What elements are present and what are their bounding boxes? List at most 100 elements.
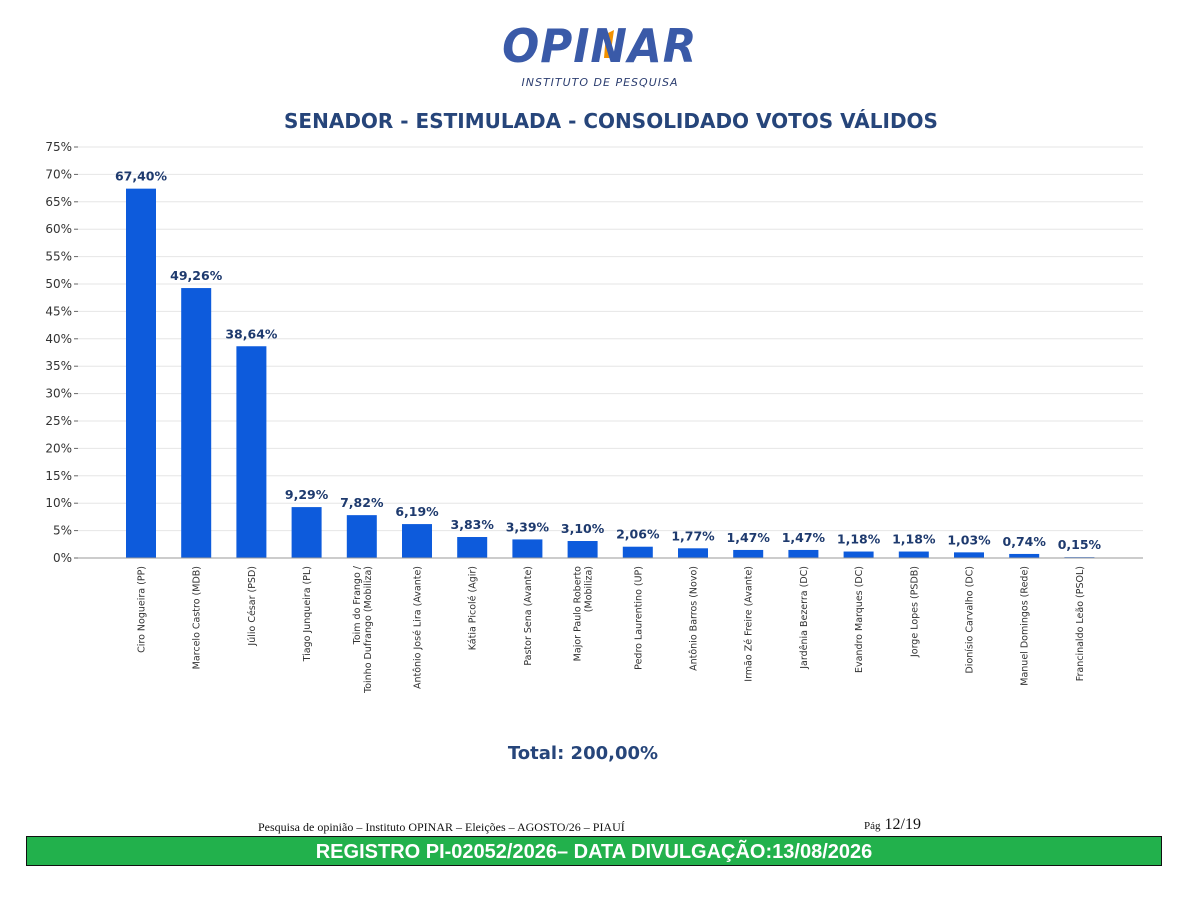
bar-value-label: 1,47% [727, 530, 771, 545]
x-tick-label: Toim do Frango / Toinho Dufrango (Mobiliz… [352, 565, 374, 694]
bar-value-label: 3,83% [451, 517, 495, 532]
x-tick-label-line: (Mobiliza) [584, 566, 595, 612]
x-tick-label: Pedro Laurentino (UP) [633, 566, 644, 670]
bar-value-label: 0,74% [1003, 534, 1047, 549]
y-tick-label: 10% [45, 496, 72, 510]
bar [843, 551, 874, 558]
x-tick-label-line: Francinaldo Leão (PSOL) [1075, 566, 1086, 681]
bar-value-label: 1,77% [671, 528, 715, 543]
page-value: 12/19 [884, 816, 921, 833]
bar-value-label: 49,26% [170, 268, 223, 283]
x-tick-label-line: Pastor Sena (Avante) [523, 566, 534, 666]
y-tick-label: 75% [45, 140, 72, 154]
x-tick-label: Evandro Marques (DC) [854, 566, 865, 673]
x-tick-label: Antônio Barros (Novo) [689, 566, 700, 671]
bar [126, 188, 156, 558]
bar [1009, 553, 1040, 558]
bar [236, 346, 267, 558]
x-tick-label-line: Kátia Picolé (Agir) [468, 566, 479, 650]
registro-banner: REGISTRO PI-02052/2026– DATA DIVULGAÇÃO:… [26, 836, 1162, 866]
x-tick-label-line: Dionísio Carvalho (DC) [965, 566, 976, 674]
y-tick-label: 55% [45, 250, 72, 264]
bar-value-label: 1,03% [947, 532, 991, 547]
bar-value-label: 3,10% [561, 521, 605, 536]
bar-value-label: 1,47% [782, 530, 826, 545]
bar [954, 552, 984, 558]
y-tick-label: 0% [53, 551, 72, 565]
x-tick-label-line: Jorge Lopes (PSDB) [909, 566, 920, 658]
x-tick-label: Dionísio Carvalho (DC) [965, 566, 976, 674]
bar [733, 549, 764, 558]
bar-value-label: 1,18% [837, 532, 881, 547]
bar-value-label: 3,39% [506, 519, 550, 534]
bar [346, 515, 377, 558]
x-axis-labels: Ciro Nogueira (PP) Marcelo Castro (MDB) Jú… [137, 565, 1086, 694]
x-tick-label-line: Jardênia Bezerra (DC) [799, 566, 810, 670]
x-tick-label: Pastor Sena (Avante) [523, 566, 534, 666]
x-tick-label-line: Júlio César (PSD) [247, 566, 258, 647]
y-tick-label: 50% [45, 277, 72, 291]
y-tick-label: 20% [45, 441, 72, 455]
x-tick-label: Major Paulo Roberto (Mobiliza) [573, 566, 595, 662]
bar [402, 524, 432, 558]
x-tick-label-line: Tiago Junqueira (PL) [302, 566, 313, 662]
bar-value-label: 38,64% [225, 326, 278, 341]
bar-value-label: 9,29% [285, 487, 329, 502]
x-tick-label-line: Antônio Barros (Novo) [689, 566, 700, 671]
x-tick-label: Antônio José Lira (Avante) [413, 566, 424, 689]
x-tick-label: Irmão Zé Freire (Avante) [744, 566, 755, 682]
bar [457, 537, 488, 558]
bars [126, 188, 1095, 558]
x-tick-label-line: Pedro Laurentino (UP) [633, 566, 644, 670]
bar-value-label: 67,40% [115, 169, 168, 184]
value-labels: 67,40% 49,26% 38,64% 9,29% 7,82% 6,19% 3,83% 3,… [115, 169, 1102, 553]
bar [898, 551, 929, 558]
x-tick-label: Ciro Nogueira (PP) [137, 566, 148, 653]
x-tick-label-line: Manuel Domingos (Rede) [1020, 566, 1031, 686]
chart-title: SENADOR - ESTIMULADA - CONSOLIDADO VOTOS… [284, 109, 938, 133]
bar [567, 541, 598, 558]
y-axis-ticks: 0% 5% 10% 15% 20% 25% 30% 35% 40% 45% 50% 55% 60% 65%… [45, 140, 78, 565]
y-tick-label: 5% [53, 524, 72, 538]
logo-swoosh-icon [604, 30, 614, 58]
bar [512, 539, 543, 558]
bar-value-label: 6,19% [395, 504, 439, 519]
x-tick-label: Júlio César (PSD) [247, 566, 258, 647]
x-tick-label-line: Toinho Dufrango (Mobiliza) [363, 566, 374, 694]
bar-value-label: 1,18% [892, 532, 936, 547]
y-tick-label: 35% [45, 359, 72, 373]
x-tick-label-line: Ciro Nogueira (PP) [137, 566, 148, 653]
page-label: Pág [864, 820, 881, 832]
logo-brand: OPINAR [502, 19, 698, 73]
bar [291, 507, 322, 558]
x-tick-label: Tiago Junqueira (PL) [302, 566, 313, 662]
y-tick-label: 25% [45, 414, 72, 428]
bar-value-label: 2,06% [616, 527, 660, 542]
bar-value-label: 0,15% [1058, 537, 1102, 552]
x-tick-label-line: Antônio José Lira (Avante) [413, 566, 424, 689]
logo-subtitle: INSTITUTO DE PESQUISA [521, 76, 679, 89]
x-tick-label-line: Irmão Zé Freire (Avante) [744, 566, 755, 682]
x-tick-label-line: Major Paulo Roberto [573, 566, 584, 662]
y-tick-label: 45% [45, 304, 72, 318]
opinar-logo: OPINAR INSTITUTO DE PESQUISA [0, 20, 1200, 100]
bar [181, 288, 212, 558]
y-tick-label: 70% [45, 167, 72, 181]
y-tick-label: 40% [45, 332, 72, 346]
bar [788, 549, 819, 558]
x-tick-label: Manuel Domingos (Rede) [1020, 566, 1031, 686]
x-tick-label: Jorge Lopes (PSDB) [909, 566, 920, 658]
x-tick-label: Jardênia Bezerra (DC) [799, 566, 810, 670]
x-tick-label-line: Marcelo Castro (MDB) [192, 566, 203, 669]
bar [622, 546, 653, 558]
y-tick-label: 15% [45, 469, 72, 483]
page-number: Pág 12/19 [864, 816, 921, 834]
chart-total: Total: 200,00% [508, 743, 658, 764]
y-tick-label: 60% [45, 222, 72, 236]
y-tick-label: 65% [45, 195, 72, 209]
x-tick-label-line: Toim do Frango / [352, 565, 363, 645]
y-tick-label: 30% [45, 387, 72, 401]
x-tick-label: Marcelo Castro (MDB) [192, 566, 203, 669]
bar-value-label: 7,82% [340, 495, 384, 510]
footer-text: Pesquisa de opinião – Instituto OPINAR –… [258, 820, 625, 834]
